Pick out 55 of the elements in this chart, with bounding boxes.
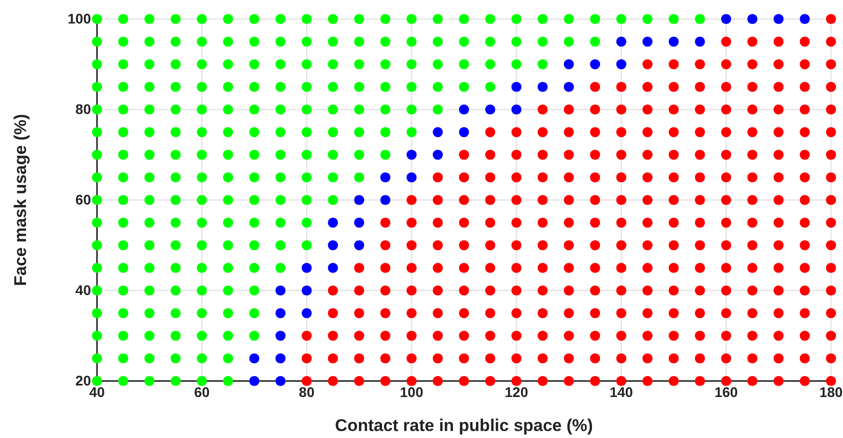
x-axis-title: Contact rate in public space (%) [335,416,593,435]
point [590,59,600,70]
point [694,36,705,47]
point [616,36,626,47]
point [721,14,732,24]
point [275,330,286,341]
point [302,285,312,296]
point [275,285,286,296]
y-axis-title: Face mask usage (%) [11,114,30,286]
y-tick-label: 60 [75,191,92,208]
point [354,194,364,206]
point [302,308,312,318]
point [774,14,784,24]
point [668,36,679,47]
point [538,82,548,92]
point [564,59,574,70]
point [564,82,574,92]
y-tick-label: 80 [75,100,92,117]
point [458,127,470,138]
point [275,308,286,318]
point [328,240,338,250]
point [432,150,443,160]
point [406,172,417,182]
point [328,262,338,273]
point [380,194,390,206]
point [458,104,470,115]
point [354,218,364,228]
point [275,353,286,364]
point [380,172,390,182]
point [249,376,260,386]
point [302,262,312,273]
point [747,14,758,24]
x-tick-label: 160 [714,384,738,400]
x-tick-label: 100 [400,384,424,400]
point [406,150,417,160]
point [485,104,496,115]
point [249,353,260,364]
point [642,36,653,47]
y-tick-label: 100 [68,10,92,26]
y-tick-label: 40 [75,282,92,298]
point [800,14,810,24]
x-tick-label: 120 [504,384,528,400]
x-tick-label: 140 [610,384,634,400]
point [275,376,286,386]
point [432,127,443,138]
point [616,59,626,70]
x-tick-label: 60 [194,384,210,400]
point [511,104,522,115]
x-tick-label: 180 [819,384,843,400]
x-tick-label: 80 [298,384,315,400]
point [511,82,522,92]
x-tick-label: 40 [89,384,105,400]
y-tick-label: 20 [75,372,92,388]
point [328,218,338,228]
point [354,240,364,250]
